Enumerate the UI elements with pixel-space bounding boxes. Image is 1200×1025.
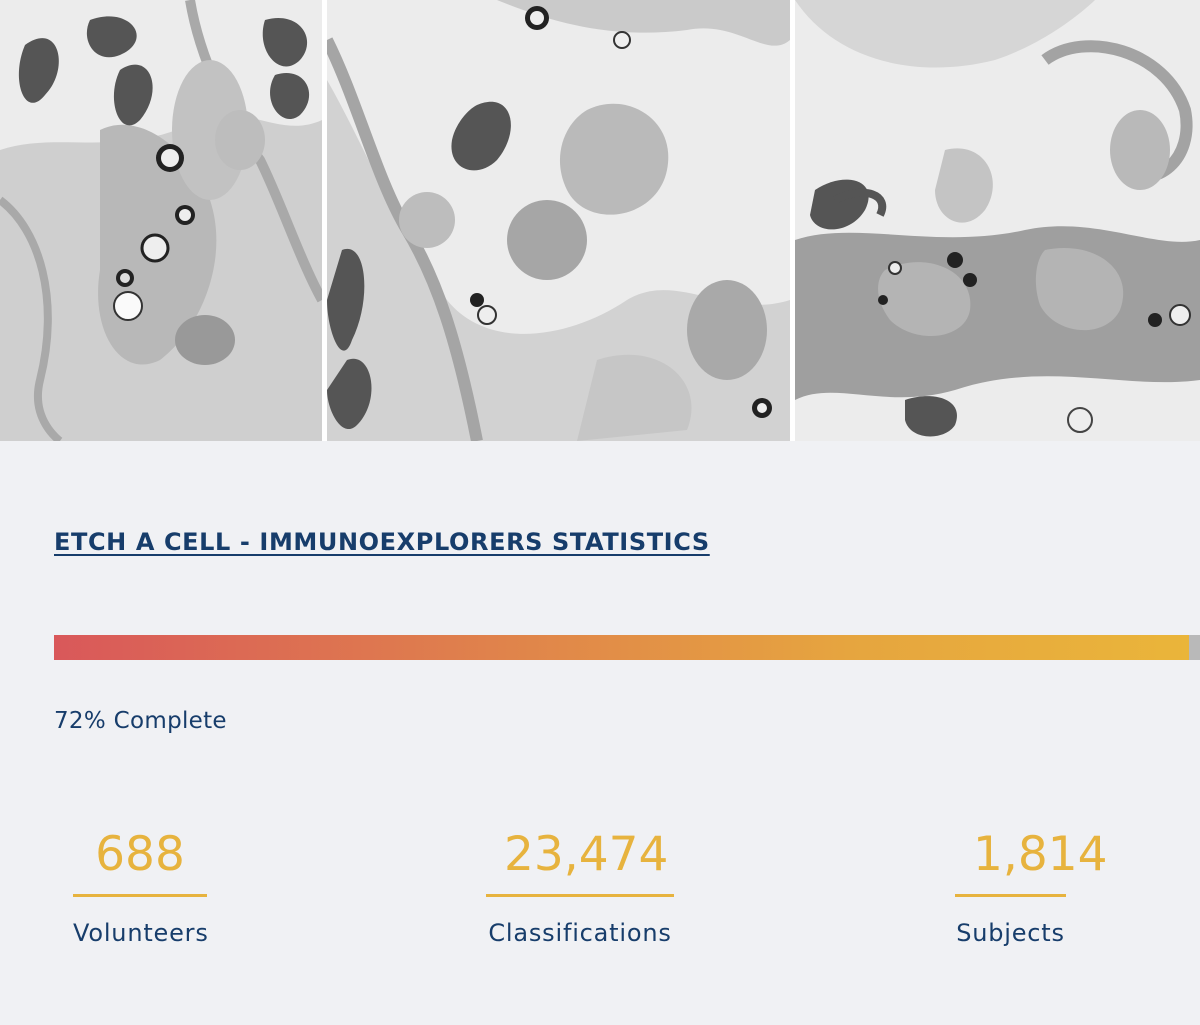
- stat-value: 688: [73, 824, 207, 897]
- micrograph-image-1: [0, 0, 322, 441]
- stat-label: Classifications: [488, 919, 672, 947]
- completion-progress-bar: [54, 635, 1200, 660]
- stat-value: 1,814: [955, 824, 1108, 897]
- hero-image-strip: [0, 0, 1200, 441]
- stat-label: Volunteers: [73, 919, 209, 947]
- stat-value: 23,474: [486, 824, 674, 897]
- micrograph-image-2: [327, 0, 790, 441]
- stat-subjects: 1,814 Subjects: [955, 824, 1108, 947]
- stat-label: Subjects: [956, 919, 1065, 947]
- micrograph-image-3: [795, 0, 1200, 441]
- completion-progress-fill: [54, 635, 1189, 660]
- stat-classifications: 23,474 Classifications: [486, 824, 674, 947]
- completion-label: 72% Complete: [54, 708, 227, 734]
- stat-volunteers: 688 Volunteers: [73, 824, 209, 947]
- statistics-title-link[interactable]: ETCH A CELL - IMMUNOEXPLORERS STATISTICS: [54, 528, 710, 556]
